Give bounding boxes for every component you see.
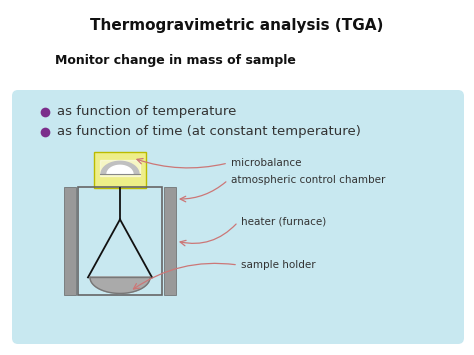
Text: as function of time (at constant temperature): as function of time (at constant tempera… [57,126,361,138]
Text: Monitor change in mass of sample: Monitor change in mass of sample [55,54,296,67]
Bar [78,187,162,295]
Polygon shape [100,160,140,176]
FancyBboxPatch shape [12,90,464,344]
Polygon shape [107,165,133,174]
Bar [64,187,76,295]
FancyBboxPatch shape [94,152,146,188]
Text: Thermogravimetric analysis (TGA): Thermogravimetric analysis (TGA) [91,18,383,33]
Bar [164,187,176,295]
Text: sample holder: sample holder [241,260,316,270]
Polygon shape [101,161,139,174]
Text: atmospheric control chamber: atmospheric control chamber [231,175,385,185]
Text: microbalance: microbalance [231,158,301,168]
Polygon shape [90,277,150,293]
Text: heater (furnace): heater (furnace) [241,217,326,227]
Text: as function of temperature: as function of temperature [57,105,237,119]
